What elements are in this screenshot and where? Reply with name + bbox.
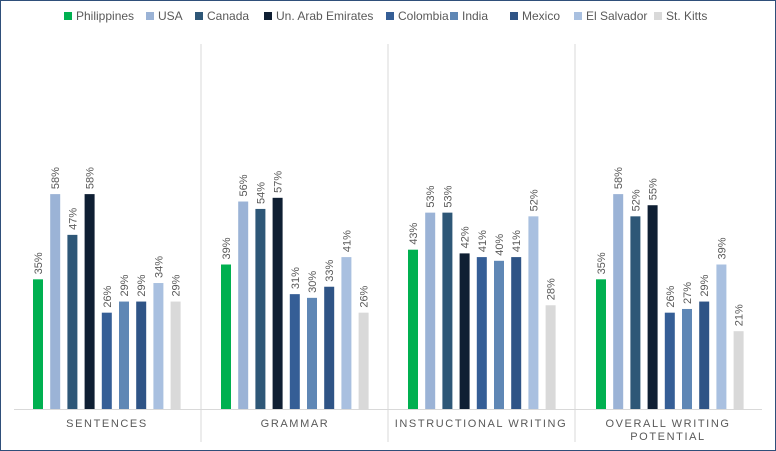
bar-philippines-instructional-writing xyxy=(408,249,418,409)
data-label-usa-grammar: 56% xyxy=(238,174,250,196)
bar-mexico-overall-writing-potential xyxy=(699,301,710,409)
category-label-grammar: GRAMMAR xyxy=(261,418,330,430)
data-label-mexico-overall-writing-potential: 29% xyxy=(699,274,711,296)
data-label-canada-overall-writing-potential: 52% xyxy=(630,189,642,211)
legend-label-un-arab-emirates: Un. Arab Emirates xyxy=(276,9,373,23)
bar-colombia-instructional-writing xyxy=(476,257,487,409)
data-label-philippines-instructional-writing: 43% xyxy=(408,222,420,244)
bar-colombia-overall-writing-potential xyxy=(664,312,675,409)
data-label-philippines-sentences: 35% xyxy=(33,252,45,274)
data-label-el-salvador-grammar: 41% xyxy=(341,230,353,252)
data-label-un-arab-emirates-grammar: 57% xyxy=(273,171,285,193)
bar-india-sentences xyxy=(119,301,129,409)
data-label-st-kitts-overall-writing-potential: 21% xyxy=(734,304,746,326)
legend-swatch-usa xyxy=(146,12,154,20)
bar-el-salvador-overall-writing-potential xyxy=(716,264,727,409)
bar-mexico-grammar xyxy=(324,286,335,409)
data-label-st-kitts-instructional-writing: 28% xyxy=(546,278,558,300)
bar-philippines-grammar xyxy=(221,264,231,409)
bar-colombia-grammar xyxy=(289,294,300,409)
data-label-india-instructional-writing: 40% xyxy=(494,234,506,256)
data-label-philippines-grammar: 39% xyxy=(221,237,233,259)
data-label-un-arab-emirates-sentences: 58% xyxy=(85,167,97,189)
data-label-india-overall-writing-potential: 27% xyxy=(682,282,694,304)
bar-un-arab-emirates-instructional-writing xyxy=(459,253,470,409)
data-label-mexico-sentences: 29% xyxy=(136,274,148,296)
legend-swatch-un-arab-emirates xyxy=(264,12,272,20)
data-label-philippines-overall-writing-potential: 35% xyxy=(596,252,608,274)
bar-colombia-sentences xyxy=(101,312,112,409)
legend-swatch-india xyxy=(450,12,458,20)
legend-label-mexico: Mexico xyxy=(522,9,560,23)
bar-canada-grammar xyxy=(255,208,266,409)
category-label-instructional-writing: INSTRUCTIONAL WRITING xyxy=(395,418,568,430)
data-label-un-arab-emirates-instructional-writing: 42% xyxy=(460,226,472,248)
legend-swatch-colombia xyxy=(386,12,394,20)
bar-india-instructional-writing xyxy=(494,260,504,409)
legend-swatch-st-kitts xyxy=(654,12,662,20)
legend-label-india: India xyxy=(462,9,488,23)
bar-el-salvador-instructional-writing xyxy=(528,216,539,409)
bar-canada-sentences xyxy=(67,234,78,409)
category-label-sentences: SENTENCES xyxy=(66,418,148,430)
bar-un-arab-emirates-grammar xyxy=(272,197,283,409)
bar-india-overall-writing-potential xyxy=(682,308,692,409)
data-label-mexico-grammar: 33% xyxy=(324,259,336,281)
legend-label-canada: Canada xyxy=(207,9,249,23)
bar-st-kitts-overall-writing-potential xyxy=(733,331,744,409)
bar-philippines-sentences xyxy=(33,279,43,409)
legend-swatch-mexico xyxy=(510,12,518,20)
bar-canada-overall-writing-potential xyxy=(630,216,641,409)
legend-label-usa: USA xyxy=(158,9,183,23)
data-label-st-kitts-sentences: 29% xyxy=(171,274,183,296)
bar-el-salvador-sentences xyxy=(153,283,164,409)
legend-swatch-el-salvador xyxy=(574,12,582,20)
data-label-india-sentences: 29% xyxy=(119,274,131,296)
bar-st-kitts-instructional-writing xyxy=(545,305,556,409)
data-label-mexico-instructional-writing: 41% xyxy=(511,230,523,252)
data-label-el-salvador-sentences: 34% xyxy=(153,256,165,278)
legend-label-el-salvador: El Salvador xyxy=(586,9,647,23)
data-label-colombia-instructional-writing: 41% xyxy=(477,230,489,252)
data-label-india-grammar: 30% xyxy=(307,271,319,293)
bar-un-arab-emirates-sentences xyxy=(84,194,95,409)
data-label-un-arab-emirates-overall-writing-potential: 55% xyxy=(648,178,660,200)
bar-un-arab-emirates-overall-writing-potential xyxy=(647,205,658,409)
bar-mexico-instructional-writing xyxy=(511,257,522,409)
bar-canada-instructional-writing xyxy=(442,212,453,409)
data-label-el-salvador-overall-writing-potential: 39% xyxy=(716,237,728,259)
data-label-colombia-sentences: 26% xyxy=(102,285,114,307)
data-label-canada-grammar: 54% xyxy=(255,182,267,204)
data-label-colombia-grammar: 31% xyxy=(290,267,302,289)
category-label-overall-writing-potential: OVERALL WRITING POTENTIAL xyxy=(605,418,730,443)
bar-el-salvador-grammar xyxy=(341,257,352,409)
legend-swatch-philippines xyxy=(64,12,72,20)
legend-swatch-canada xyxy=(195,12,203,20)
bar-usa-grammar xyxy=(238,201,249,409)
bar-usa-overall-writing-potential xyxy=(613,194,624,409)
bar-usa-instructional-writing xyxy=(425,212,436,409)
data-label-canada-sentences: 47% xyxy=(67,208,79,230)
data-label-st-kitts-grammar: 26% xyxy=(359,285,371,307)
data-label-usa-instructional-writing: 53% xyxy=(425,185,437,207)
data-label-el-salvador-instructional-writing: 52% xyxy=(528,189,540,211)
legend-label-philippines: Philippines xyxy=(76,9,134,23)
bar-mexico-sentences xyxy=(136,301,147,409)
bar-philippines-overall-writing-potential xyxy=(596,279,606,409)
bar-india-grammar xyxy=(307,297,317,409)
data-label-usa-overall-writing-potential: 58% xyxy=(613,167,625,189)
data-label-canada-instructional-writing: 53% xyxy=(442,185,454,207)
bar-st-kitts-sentences xyxy=(170,301,181,409)
legend-label-st-kitts: St. Kitts xyxy=(666,9,707,23)
data-label-colombia-overall-writing-potential: 26% xyxy=(665,285,677,307)
legend-label-colombia: Colombia xyxy=(398,9,449,23)
data-label-usa-sentences: 58% xyxy=(50,167,62,189)
bar-usa-sentences xyxy=(50,194,61,409)
bar-st-kitts-grammar xyxy=(358,312,369,409)
